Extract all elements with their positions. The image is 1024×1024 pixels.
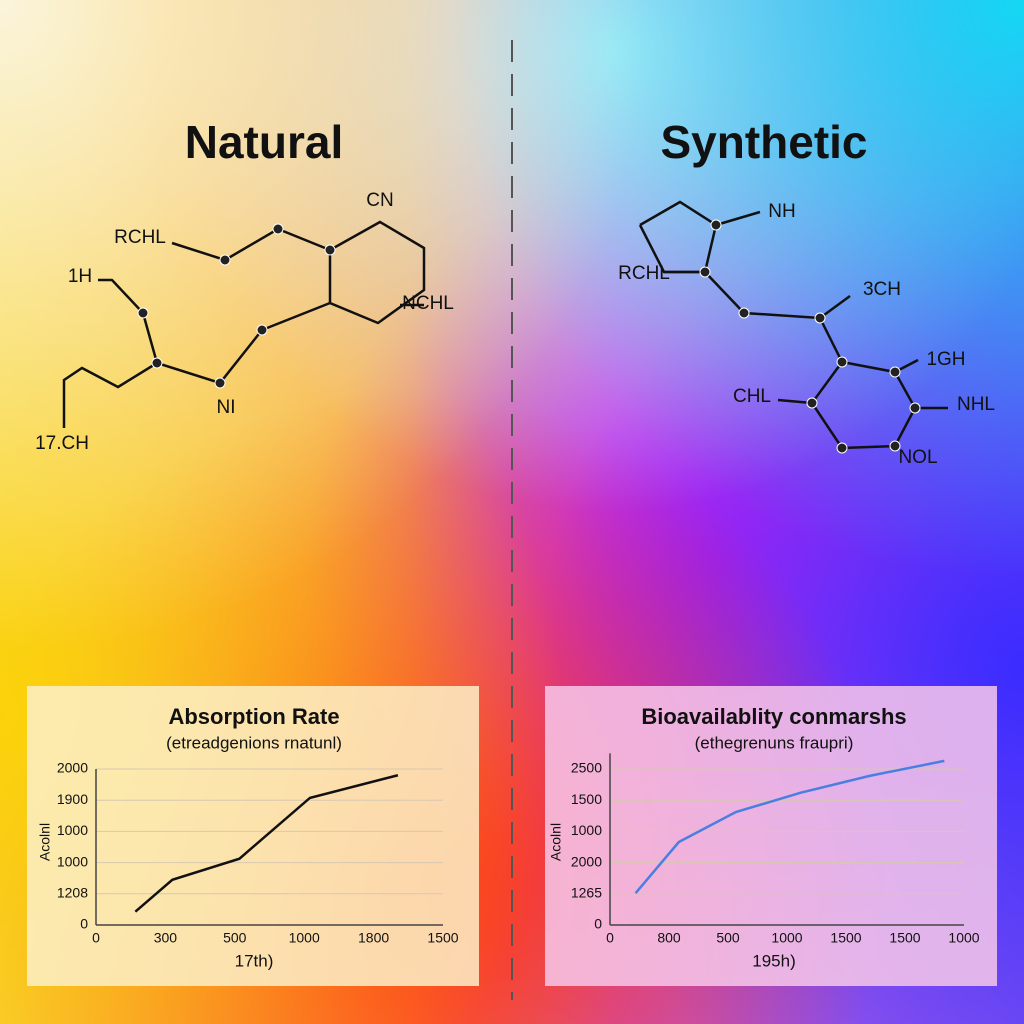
- x-tick-label: 1000: [771, 930, 802, 946]
- x-tick-label: 1500: [889, 930, 920, 946]
- x-tick-label: 0: [92, 930, 100, 946]
- x-tick-label: 1800: [358, 930, 389, 946]
- atom-label: 17.CH: [35, 433, 89, 454]
- atom-label: NH: [768, 201, 795, 222]
- data-line: [634, 759, 945, 894]
- atom-label: CN: [366, 190, 393, 211]
- atom-label: 3CH: [863, 279, 901, 300]
- y-axis-label: Acolnl: [37, 823, 53, 861]
- atom-label: RCHL: [618, 263, 670, 284]
- atom-label: NOL: [898, 447, 937, 468]
- atom-label: 1GH: [926, 349, 965, 370]
- chart-subtitle: (ethegrenuns fraupri): [695, 733, 854, 752]
- y-axis-label: Acolnl: [548, 823, 564, 861]
- y-tick-label: 1208: [57, 885, 88, 901]
- chart-panel: [545, 686, 997, 986]
- molecule-synthetic: [638, 200, 948, 454]
- x-axis-label: 17th): [235, 951, 274, 970]
- x-tick-label: 1500: [830, 930, 861, 946]
- y-tick-label: 1900: [57, 791, 88, 807]
- atom-label: CHL: [733, 386, 771, 407]
- x-tick-label: 500: [223, 930, 247, 946]
- y-tick-label: 0: [80, 916, 88, 932]
- chart-title: Bioavailablity conmarshs: [641, 704, 906, 729]
- y-tick-label: 2000: [57, 760, 88, 776]
- y-tick-label: 2000: [571, 853, 602, 869]
- chart-title: Absorption Rate: [168, 704, 339, 729]
- x-tick-label: 800: [657, 930, 681, 946]
- atom-label: RCHL: [114, 227, 166, 248]
- heading: Natural: [185, 116, 343, 168]
- y-tick-label: 1000: [57, 822, 88, 838]
- x-axis-label: 195h): [752, 951, 795, 970]
- y-tick-label: 2500: [571, 760, 602, 776]
- chart-panel: [27, 686, 479, 986]
- x-tick-label: 1000: [948, 930, 979, 946]
- molecule-natural: [62, 220, 426, 428]
- atom-label: NCHL: [402, 293, 454, 314]
- y-tick-label: 1500: [571, 791, 602, 807]
- chart-subtitle: (etreadgenions rnatunl): [166, 733, 342, 752]
- y-tick-label: 1000: [57, 853, 88, 869]
- data-line: [134, 774, 399, 913]
- y-tick-label: 1265: [571, 885, 602, 901]
- atom-label: NHL: [957, 394, 995, 415]
- atom-label: NI: [217, 397, 236, 418]
- y-tick-label: 0: [594, 916, 602, 932]
- x-tick-label: 1500: [427, 930, 458, 946]
- heading: Synthetic: [660, 116, 867, 168]
- atom-label: 1H: [68, 266, 92, 287]
- x-tick-label: 1000: [289, 930, 320, 946]
- x-tick-label: 300: [154, 930, 178, 946]
- x-tick-label: 0: [606, 930, 614, 946]
- x-tick-label: 500: [716, 930, 740, 946]
- y-tick-label: 1000: [571, 822, 602, 838]
